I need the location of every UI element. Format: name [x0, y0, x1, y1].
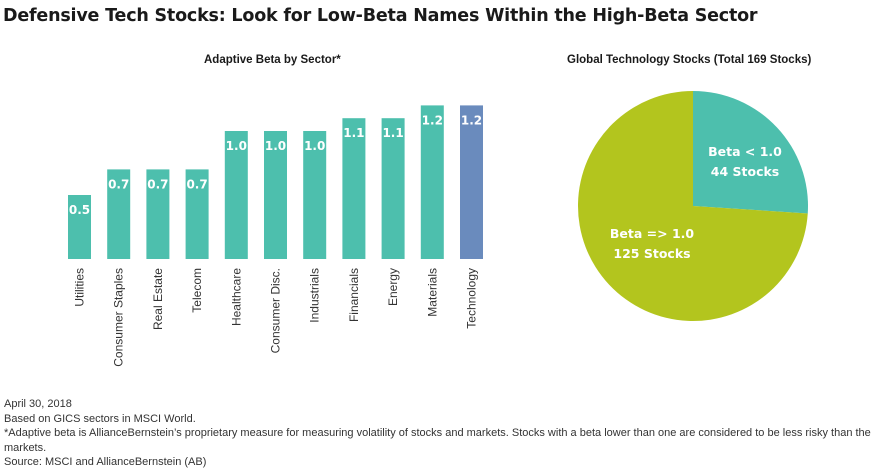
bar-value-label: 0.7 [186, 177, 207, 191]
category-label-consumer-staples: Consumer Staples [112, 268, 126, 367]
bar-industrials [303, 131, 327, 259]
bar-value-label: 1.0 [304, 139, 325, 153]
pie-slice-label: Beta => 1.0 [610, 226, 695, 241]
footnote-date: April 30, 2018 [4, 398, 72, 410]
pie-slice-label: Beta < 1.0 [708, 144, 782, 159]
category-label-real-estate: Real Estate [151, 268, 165, 330]
footnote-gics: Based on GICS sectors in MSCI World. [4, 412, 196, 425]
bar-technology [460, 105, 483, 260]
category-label-financials: Financials [347, 268, 361, 322]
category-label-consumer-disc: Consumer Disc. [269, 268, 283, 353]
footnotes: April 30, 2018 Based on GICS sectors in … [4, 397, 878, 470]
bar-materials [420, 105, 444, 260]
pie-slice-beta-1-0 [693, 91, 808, 214]
charts-canvas: 0.5 Utilities 0.7 Consumer Staples 0.7 Real E… [68, 91, 808, 367]
bar-value-label: 1.0 [265, 139, 286, 153]
bar-value-label: 1.0 [226, 139, 247, 153]
category-label-healthcare: Healthcare [229, 268, 243, 326]
pie-slice-count: 125 Stocks [613, 246, 690, 261]
bar-value-label: 1.1 [382, 126, 403, 140]
footnote-source: Source: MSCI and AllianceBernstein (AB) [4, 456, 207, 468]
page-title: Defensive Tech Stocks: Look for Low-Beta… [3, 6, 758, 26]
bar-value-label: 1.2 [422, 113, 443, 127]
category-label-materials: Materials [425, 268, 439, 317]
bar-value-label: 1.1 [343, 126, 364, 140]
bar-financials [342, 118, 366, 259]
pie-slice-beta-1-0 [577, 91, 808, 321]
category-label-technology: Technology [465, 268, 479, 329]
bar-value-label: 0.7 [147, 177, 168, 191]
bar-consumer-staples [107, 169, 131, 259]
bar-utilities [68, 195, 91, 259]
bar-real-estate [146, 169, 170, 259]
bar-chart-title: Adaptive Beta by Sector* [204, 54, 341, 66]
footnote-adaptive-beta: *Adaptive beta is AllianceBernstein’s pr… [4, 427, 871, 454]
category-label-telecom: Telecom [190, 268, 204, 313]
category-label-industrials: Industrials [308, 268, 322, 323]
bar-telecom [185, 169, 209, 259]
bar-healthcare [224, 131, 248, 259]
pie-chart-title: Global Technology Stocks (Total 169 Stoc… [567, 54, 812, 66]
pie-slice-count: 44 Stocks [711, 164, 779, 179]
bar-value-label: 0.7 [108, 177, 129, 191]
category-label-utilities: Utilities [73, 268, 87, 307]
category-label-energy: Energy [386, 268, 400, 306]
bar-consumer-disc [264, 131, 287, 259]
bar-value-label: 1.2 [461, 113, 482, 127]
bar-value-label: 0.5 [69, 203, 90, 217]
bar-energy [381, 118, 405, 259]
